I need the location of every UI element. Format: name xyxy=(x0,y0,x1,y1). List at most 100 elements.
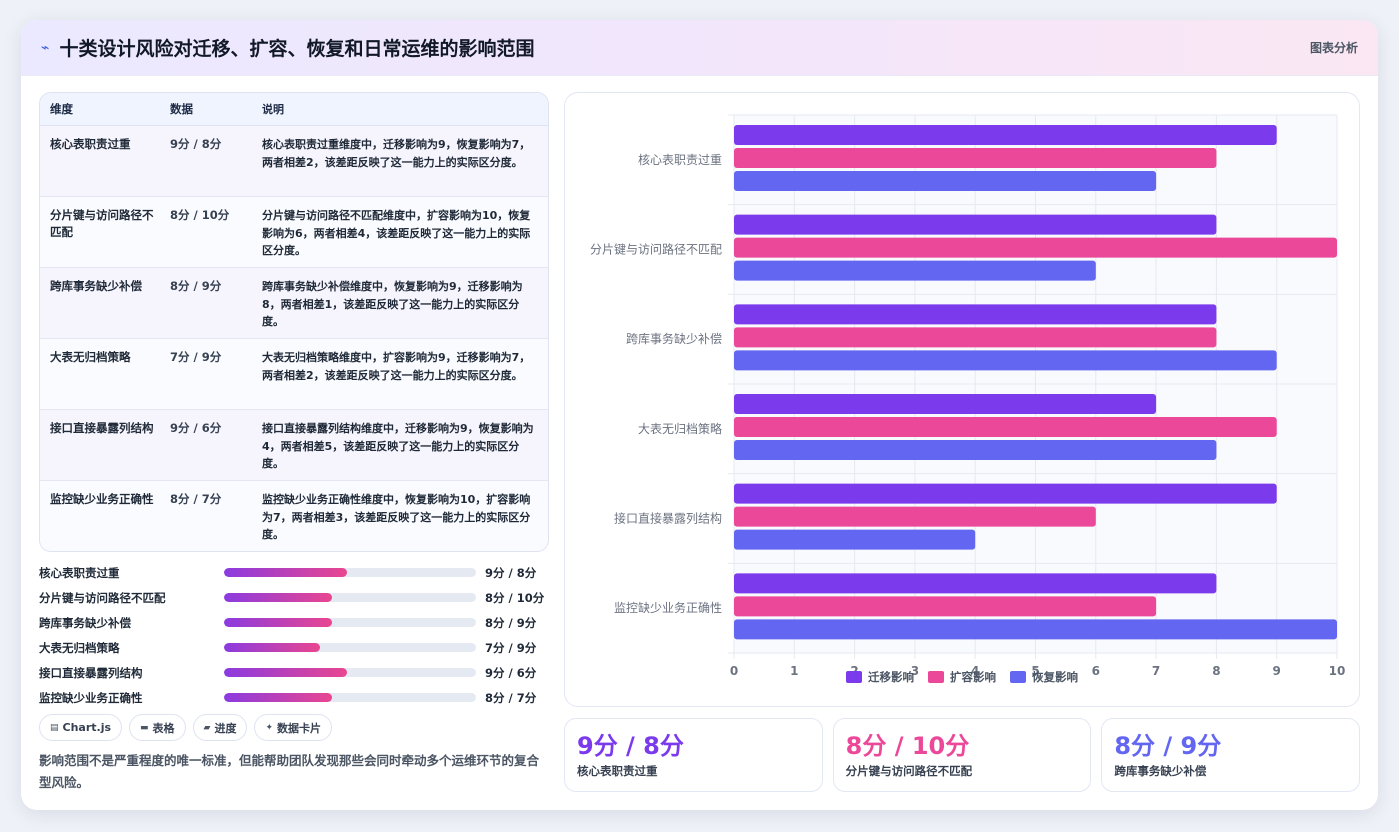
progress-row: 核心表职责过重 9分 / 8分 xyxy=(39,560,549,585)
y-category-label: 接口直接暴露列结构 xyxy=(614,511,722,526)
progress-value: 8分 / 9分 xyxy=(485,615,537,630)
chart-icon: ▤ xyxy=(50,722,59,733)
kpi-card: 8分 / 9分 跨库事务缺少补偿 xyxy=(1101,718,1361,792)
page-title: 十类设计风险对迁移、扩容、恢复和日常运维的影响范围 xyxy=(59,38,535,60)
chip-label: 进度 xyxy=(214,721,237,735)
x-tick-label: 3 xyxy=(911,664,919,678)
legend-swatch xyxy=(846,671,862,683)
progress-label: 跨库事务缺少补偿 xyxy=(39,615,131,630)
chip-chartjs[interactable]: ▤ Chart.js xyxy=(39,714,123,741)
chart-pulse-icon: ⌁ xyxy=(41,39,50,56)
cell-name: 大表无归档策略 xyxy=(50,350,131,364)
cell-desc: 监控缺少业务正确性维度中，恢复影响为10，扩容影响为7，两者相差3，该差距反映了… xyxy=(262,493,531,541)
progress-value: 9分 / 8分 xyxy=(485,565,537,580)
bar-migration xyxy=(734,125,1277,145)
kpi-value: 8分 / 10分 xyxy=(845,732,970,760)
progress-row: 跨库事务缺少补偿 8分 / 9分 xyxy=(39,610,549,635)
bar-recovery xyxy=(734,260,1096,281)
column-header: 说明 xyxy=(262,102,284,116)
legend-swatch xyxy=(928,671,944,683)
legend-label: 扩容影响 xyxy=(950,670,996,684)
progress-track xyxy=(224,643,476,652)
cell-name: 接口直接暴露列结构 xyxy=(50,421,154,435)
x-tick-label: 7 xyxy=(1152,664,1160,678)
table-row: 分片键与访问路径不匹配 8分 / 10分 分片键与访问路径不匹配维度中，扩容影响… xyxy=(40,197,548,268)
cell-name: 核心表职责过重 xyxy=(50,137,131,151)
bar-migration xyxy=(734,304,1217,325)
progress-track xyxy=(224,668,476,677)
tag-chips: ▤ Chart.js ▬ 表格 ▰ 进度 ✦ 数据卡片 xyxy=(39,714,333,741)
bar-scaling xyxy=(734,148,1217,168)
y-category-label: 大表无归档策略 xyxy=(638,421,722,436)
data-table: 维度 数据 说明 核心表职责过重 9分 / 8分 核心表职责过重维度中，迁移影响… xyxy=(39,92,549,552)
chip-data-card[interactable]: ✦ 数据卡片 xyxy=(254,714,333,741)
legend-swatch xyxy=(1010,671,1026,683)
kpi-value: 8分 / 9分 xyxy=(1114,732,1222,760)
cell-name: 监控缺少业务正确性 xyxy=(50,492,154,506)
bar-chart: 012345678910核心表职责过重分片键与访问路径不匹配跨库事务缺少补偿大表… xyxy=(590,114,1346,684)
progress-fill xyxy=(224,568,348,577)
progress-value: 8分 / 10分 xyxy=(485,590,545,605)
x-tick-label: 1 xyxy=(790,664,798,678)
x-tick-label: 6 xyxy=(1092,664,1100,678)
progress-fill xyxy=(224,668,348,677)
y-category-label: 核心表职责过重 xyxy=(638,153,722,167)
bar-recovery xyxy=(734,171,1157,191)
kpi-label: 分片键与访问路径不匹配 xyxy=(845,764,973,778)
bar-recovery xyxy=(734,619,1337,640)
x-tick-label: 4 xyxy=(971,664,979,678)
progress-label: 分片键与访问路径不匹配 xyxy=(39,590,166,605)
bar-scaling xyxy=(734,506,1096,527)
bar-migration xyxy=(734,483,1277,504)
progress-row: 接口直接暴露列结构 9分 / 6分 xyxy=(39,660,549,685)
progress-fill xyxy=(224,593,333,602)
cell-value: 7分 / 9分 xyxy=(170,350,222,364)
cell-value: 8分 / 10分 xyxy=(170,208,230,222)
cell-desc: 大表无归档策略维度中，扩容影响为9，迁移影响为7，两者相差2，该差距反映了这一能… xyxy=(262,351,531,382)
chip-table[interactable]: ▬ 表格 xyxy=(129,714,186,741)
progress-label: 监控缺少业务正确性 xyxy=(39,690,143,705)
column-header: 数据 xyxy=(170,101,193,116)
cell-desc: 核心表职责过重维度中，迁移影响为9，恢复影响为7，两者相差2，该差距反映了这一能… xyxy=(262,138,531,169)
progress-label: 接口直接暴露列结构 xyxy=(39,665,143,680)
bar-migration xyxy=(734,573,1217,594)
column-header: 维度 xyxy=(50,101,73,116)
kpi-row: 9分 / 8分 核心表职责过重 8分 / 10分 分片键与访问路径不匹配 8分 … xyxy=(564,718,1361,792)
table-icon: ▬ xyxy=(140,722,149,733)
chip-label: Chart.js xyxy=(62,721,112,734)
progress-value: 7分 / 9分 xyxy=(485,640,537,655)
kpi-card: 8分 / 10分 分片键与访问路径不匹配 xyxy=(832,718,1092,792)
progress-fill xyxy=(224,618,333,627)
progress-label: 核心表职责过重 xyxy=(39,565,120,580)
bar-scaling xyxy=(734,417,1277,437)
bar-scaling xyxy=(734,596,1157,617)
cell-value: 9分 / 8分 xyxy=(170,137,222,151)
progress-track xyxy=(224,693,476,702)
table-row: 监控缺少业务正确性 8分 / 7分 监控缺少业务正确性维度中，恢复影响为10，扩… xyxy=(40,481,548,551)
kpi-label: 跨库事务缺少补偿 xyxy=(1114,764,1207,778)
y-category-label: 分片键与访问路径不匹配 xyxy=(590,242,722,257)
x-tick-label: 9 xyxy=(1273,664,1281,678)
bar-scaling xyxy=(734,327,1217,348)
bar-recovery xyxy=(734,440,1217,460)
bar-recovery xyxy=(734,350,1277,371)
legend-label: 恢复影响 xyxy=(1032,670,1078,684)
x-tick-label: 10 xyxy=(1329,664,1346,678)
bar-chart-panel: 012345678910核心表职责过重分片键与访问路径不匹配跨库事务缺少补偿大表… xyxy=(564,92,1360,707)
y-category-label: 跨库事务缺少补偿 xyxy=(626,331,722,346)
progress-track xyxy=(224,593,476,602)
progress-label: 大表无归档策略 xyxy=(39,640,120,655)
progress-value: 8分 / 7分 xyxy=(485,690,537,705)
progress-list: 核心表职责过重 9分 / 8分 分片键与访问路径不匹配 8分 / 10分 跨库事… xyxy=(39,560,549,710)
progress-row: 分片键与访问路径不匹配 8分 / 10分 xyxy=(39,585,549,610)
card-icon: ✦ xyxy=(265,722,274,733)
legend-label: 迁移影响 xyxy=(868,670,914,684)
chip-progress[interactable]: ▰ 进度 xyxy=(192,714,248,741)
y-category-label: 监控缺少业务正确性 xyxy=(614,600,722,615)
progress-fill xyxy=(224,643,320,652)
header-tag: 图表分析 xyxy=(1309,41,1358,55)
bar-recovery xyxy=(734,529,976,550)
main-card: ⌁ 十类设计风险对迁移、扩容、恢复和日常运维的影响范围 图表分析 维度 数据 说… xyxy=(21,20,1378,810)
cell-name: 跨库事务缺少补偿 xyxy=(50,279,142,293)
cell-value: 8分 / 9分 xyxy=(170,279,222,293)
